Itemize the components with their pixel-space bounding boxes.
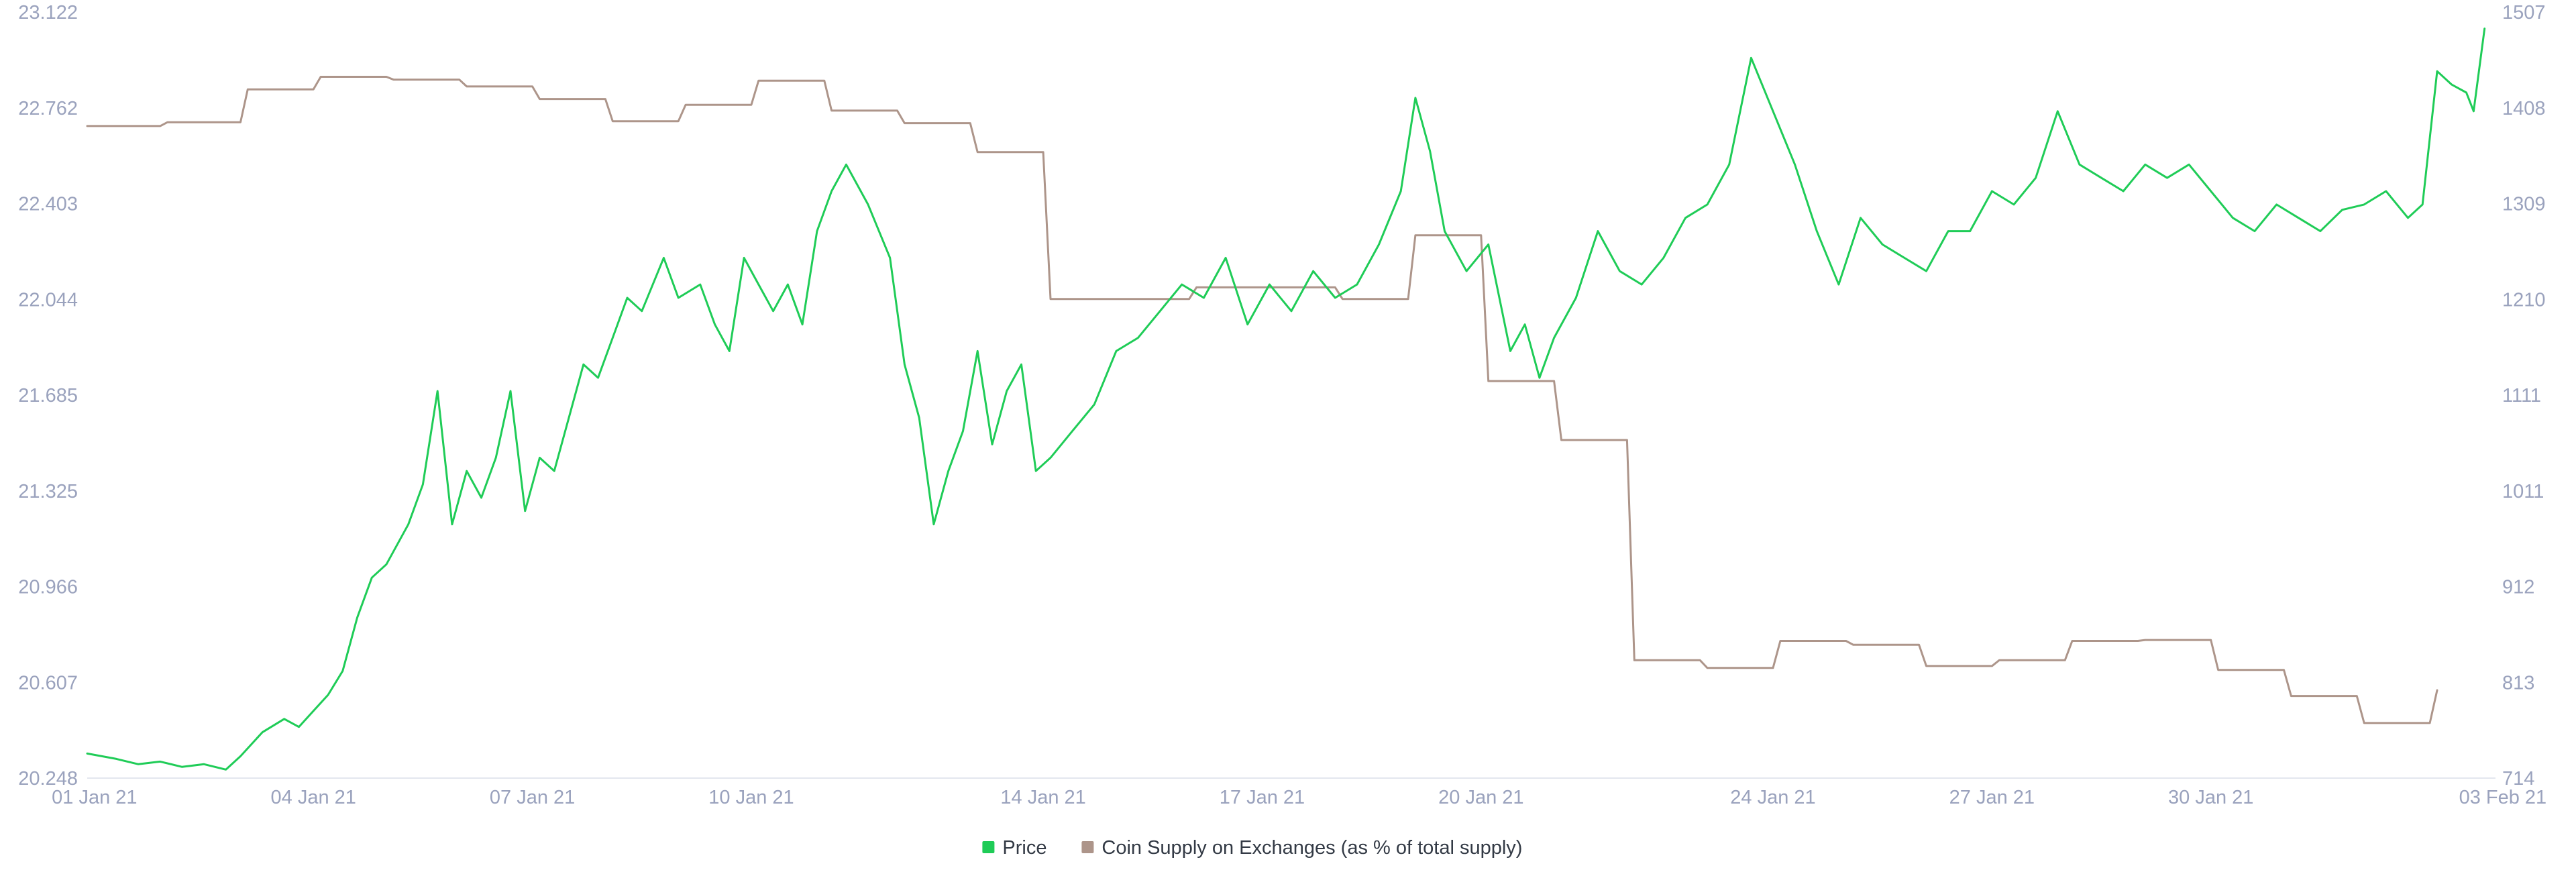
x-tick-label: 10 Jan 21 xyxy=(708,787,794,808)
y-right-tick-label: 1507 xyxy=(2502,2,2546,23)
x-tick-label: 24 Jan 21 xyxy=(1730,787,1815,808)
y-right-tick-label: 1210 xyxy=(2502,289,2546,311)
y-left-tick-label: 23.122 xyxy=(18,2,78,23)
x-tick-label: 30 Jan 21 xyxy=(2168,787,2253,808)
x-tick-label: 03 Feb 21 xyxy=(2459,787,2547,808)
y-left-tick-label: 20.966 xyxy=(18,577,78,598)
y-left-tick-label: 22.762 xyxy=(18,98,78,119)
y-left-tick-label: 20.607 xyxy=(18,672,78,694)
legend-label: Price xyxy=(1002,837,1046,859)
y-right-tick-label: 813 xyxy=(2502,672,2534,694)
x-tick-label: 20 Jan 21 xyxy=(1438,787,1523,808)
x-tick-labels: 01 Jan 21 04 Jan 21 07 Jan 21 10 Jan 21 14 J… xyxy=(52,787,2546,808)
y-left-tick-label: 20.248 xyxy=(18,768,78,789)
y-right-tick-labels: 714 813 912 1011 1111 1210 1309 1408 1507 xyxy=(2502,2,2546,789)
x-tick-label: 07 Jan 21 xyxy=(490,787,575,808)
y-right-tick-label: 1111 xyxy=(2502,385,2541,406)
y-left-tick-label: 22.044 xyxy=(18,289,78,311)
legend-swatch xyxy=(982,841,995,853)
x-tick-label: 27 Jan 21 xyxy=(1949,787,2035,808)
y-right-tick-label: 1011 xyxy=(2502,481,2544,502)
price-line xyxy=(86,28,2486,771)
y-left-tick-label: 22.403 xyxy=(18,194,78,215)
x-tick-label: 01 Jan 21 xyxy=(52,787,137,808)
x-tick-label: 04 Jan 21 xyxy=(271,787,356,808)
y-right-tick-label: 1408 xyxy=(2502,98,2546,119)
y-left-tick-label: 21.325 xyxy=(18,481,78,502)
x-tick-label: 17 Jan 21 xyxy=(1220,787,1305,808)
y-right-tick-label: 714 xyxy=(2502,768,2534,789)
supply-line xyxy=(86,76,2438,724)
legend-label: Coin Supply on Exchanges (as % of total … xyxy=(1102,837,1522,859)
legend: Price Coin Supply on Exchanges (as % of t… xyxy=(982,837,1522,859)
y-left-tick-labels: 20.248 20.607 20.966 21.325 21.685 22.044 22.4… xyxy=(18,2,78,789)
x-tick-label: 14 Jan 21 xyxy=(1000,787,1085,808)
y-right-tick-label: 912 xyxy=(2502,577,2534,598)
price-series xyxy=(86,28,2486,771)
y-right-tick-label: 1309 xyxy=(2502,194,2546,215)
supply-series xyxy=(86,76,2438,724)
legend-swatch xyxy=(1081,841,1094,853)
y-left-tick-label: 21.685 xyxy=(18,385,78,406)
